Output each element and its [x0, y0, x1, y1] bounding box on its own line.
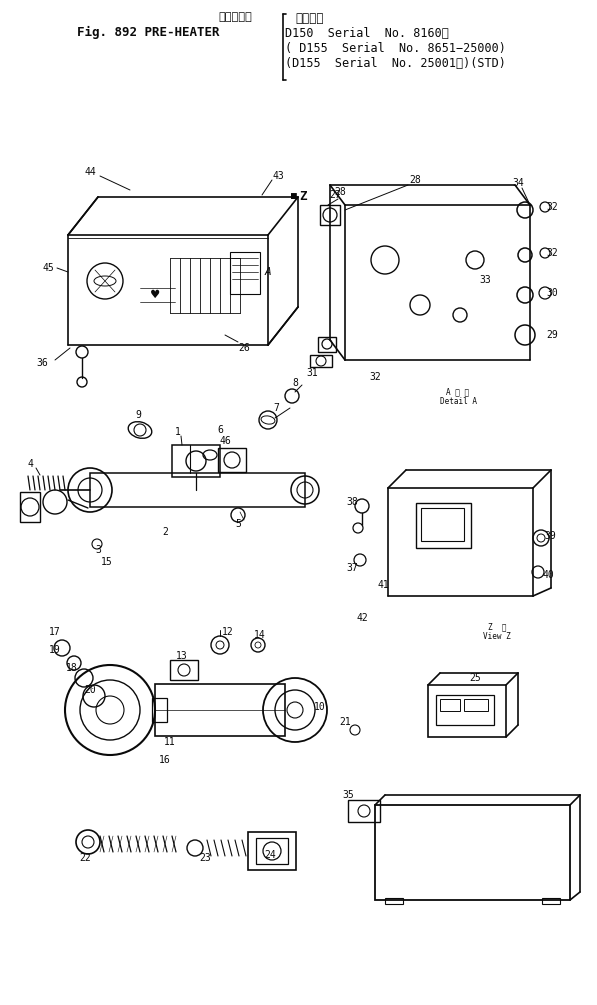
Text: 10: 10: [314, 702, 326, 712]
Bar: [172, 445, 220, 477]
Text: 9: 9: [135, 410, 141, 420]
Text: 25: 25: [469, 673, 481, 683]
Text: D150  Serial  No. 8160～: D150 Serial No. 8160～: [285, 27, 449, 40]
Text: 41: 41: [377, 580, 389, 590]
Text: 21: 21: [339, 717, 351, 727]
Text: 2: 2: [162, 527, 168, 537]
Text: 38: 38: [346, 497, 358, 507]
Text: 24: 24: [264, 850, 276, 860]
Bar: [464, 699, 488, 711]
Text: 42: 42: [356, 613, 368, 623]
Text: 40: 40: [542, 570, 554, 580]
Bar: [20, 492, 40, 522]
Bar: [90, 473, 305, 507]
Text: 20: 20: [84, 685, 96, 695]
Text: 23: 23: [199, 853, 211, 863]
Bar: [416, 502, 471, 548]
Text: 33: 33: [479, 275, 491, 285]
Text: 1: 1: [175, 427, 181, 437]
Bar: [436, 695, 494, 725]
Text: 18: 18: [66, 663, 78, 673]
Text: プレヒータ: プレヒータ: [218, 12, 252, 22]
Text: Z: Z: [299, 190, 307, 202]
Bar: [230, 252, 260, 294]
Bar: [542, 898, 560, 904]
Text: 30: 30: [546, 288, 558, 298]
Bar: [428, 685, 506, 737]
Text: 28: 28: [334, 187, 346, 197]
Bar: [248, 832, 296, 870]
Text: 28: 28: [409, 175, 421, 185]
Text: 3: 3: [95, 545, 101, 555]
Bar: [170, 660, 198, 680]
Bar: [310, 355, 332, 367]
Text: 27: 27: [329, 190, 341, 200]
Text: 17: 17: [49, 627, 61, 637]
Bar: [256, 838, 288, 864]
Text: 37: 37: [346, 563, 358, 573]
Text: 6: 6: [217, 425, 223, 435]
Text: 22: 22: [79, 853, 91, 863]
Bar: [421, 508, 464, 541]
Text: A: A: [264, 267, 272, 277]
Bar: [318, 337, 336, 352]
Text: 36: 36: [36, 358, 48, 368]
Bar: [152, 698, 167, 722]
Bar: [320, 205, 340, 225]
Text: 44: 44: [84, 167, 96, 177]
Text: 19: 19: [49, 645, 61, 655]
Text: Fig. 892 PRE-HEATER: Fig. 892 PRE-HEATER: [77, 26, 219, 39]
Bar: [348, 800, 380, 822]
Text: 5: 5: [235, 519, 241, 529]
Text: A 詳 細
Detail A: A 詳 細 Detail A: [439, 387, 476, 406]
Text: 適用号機: 適用号機: [295, 12, 324, 25]
Bar: [385, 898, 403, 904]
Text: 35: 35: [342, 790, 354, 800]
Text: ♥: ♥: [151, 288, 159, 302]
Text: Z  矢
View Z: Z 矢 View Z: [483, 622, 511, 641]
Text: 16: 16: [159, 755, 171, 765]
Text: ■: ■: [291, 191, 297, 201]
Text: 43: 43: [272, 171, 284, 181]
Text: 15: 15: [101, 557, 113, 567]
Text: 32: 32: [546, 202, 558, 212]
Text: 11: 11: [164, 737, 176, 747]
Bar: [440, 699, 460, 711]
Text: 13: 13: [176, 651, 188, 661]
Text: 39: 39: [544, 531, 556, 541]
Text: 8: 8: [292, 378, 298, 388]
Text: 26: 26: [238, 343, 250, 353]
Text: 4: 4: [27, 459, 33, 469]
Text: 32: 32: [546, 248, 558, 258]
Text: (D155  Serial  No. 25001～)(STD): (D155 Serial No. 25001～)(STD): [285, 57, 506, 70]
Text: 12: 12: [222, 627, 234, 637]
Bar: [155, 684, 285, 736]
Text: 14: 14: [254, 630, 266, 640]
Text: ( D155  Serial  No. 8651−25000): ( D155 Serial No. 8651−25000): [285, 42, 506, 55]
Text: 32: 32: [369, 372, 381, 382]
Text: 45: 45: [42, 263, 54, 273]
Bar: [375, 805, 570, 900]
Bar: [218, 448, 246, 472]
Text: 34: 34: [512, 178, 524, 188]
Text: 29: 29: [546, 330, 558, 340]
Text: 46: 46: [219, 436, 231, 446]
Text: 7: 7: [273, 403, 279, 413]
Text: 31: 31: [306, 368, 318, 378]
